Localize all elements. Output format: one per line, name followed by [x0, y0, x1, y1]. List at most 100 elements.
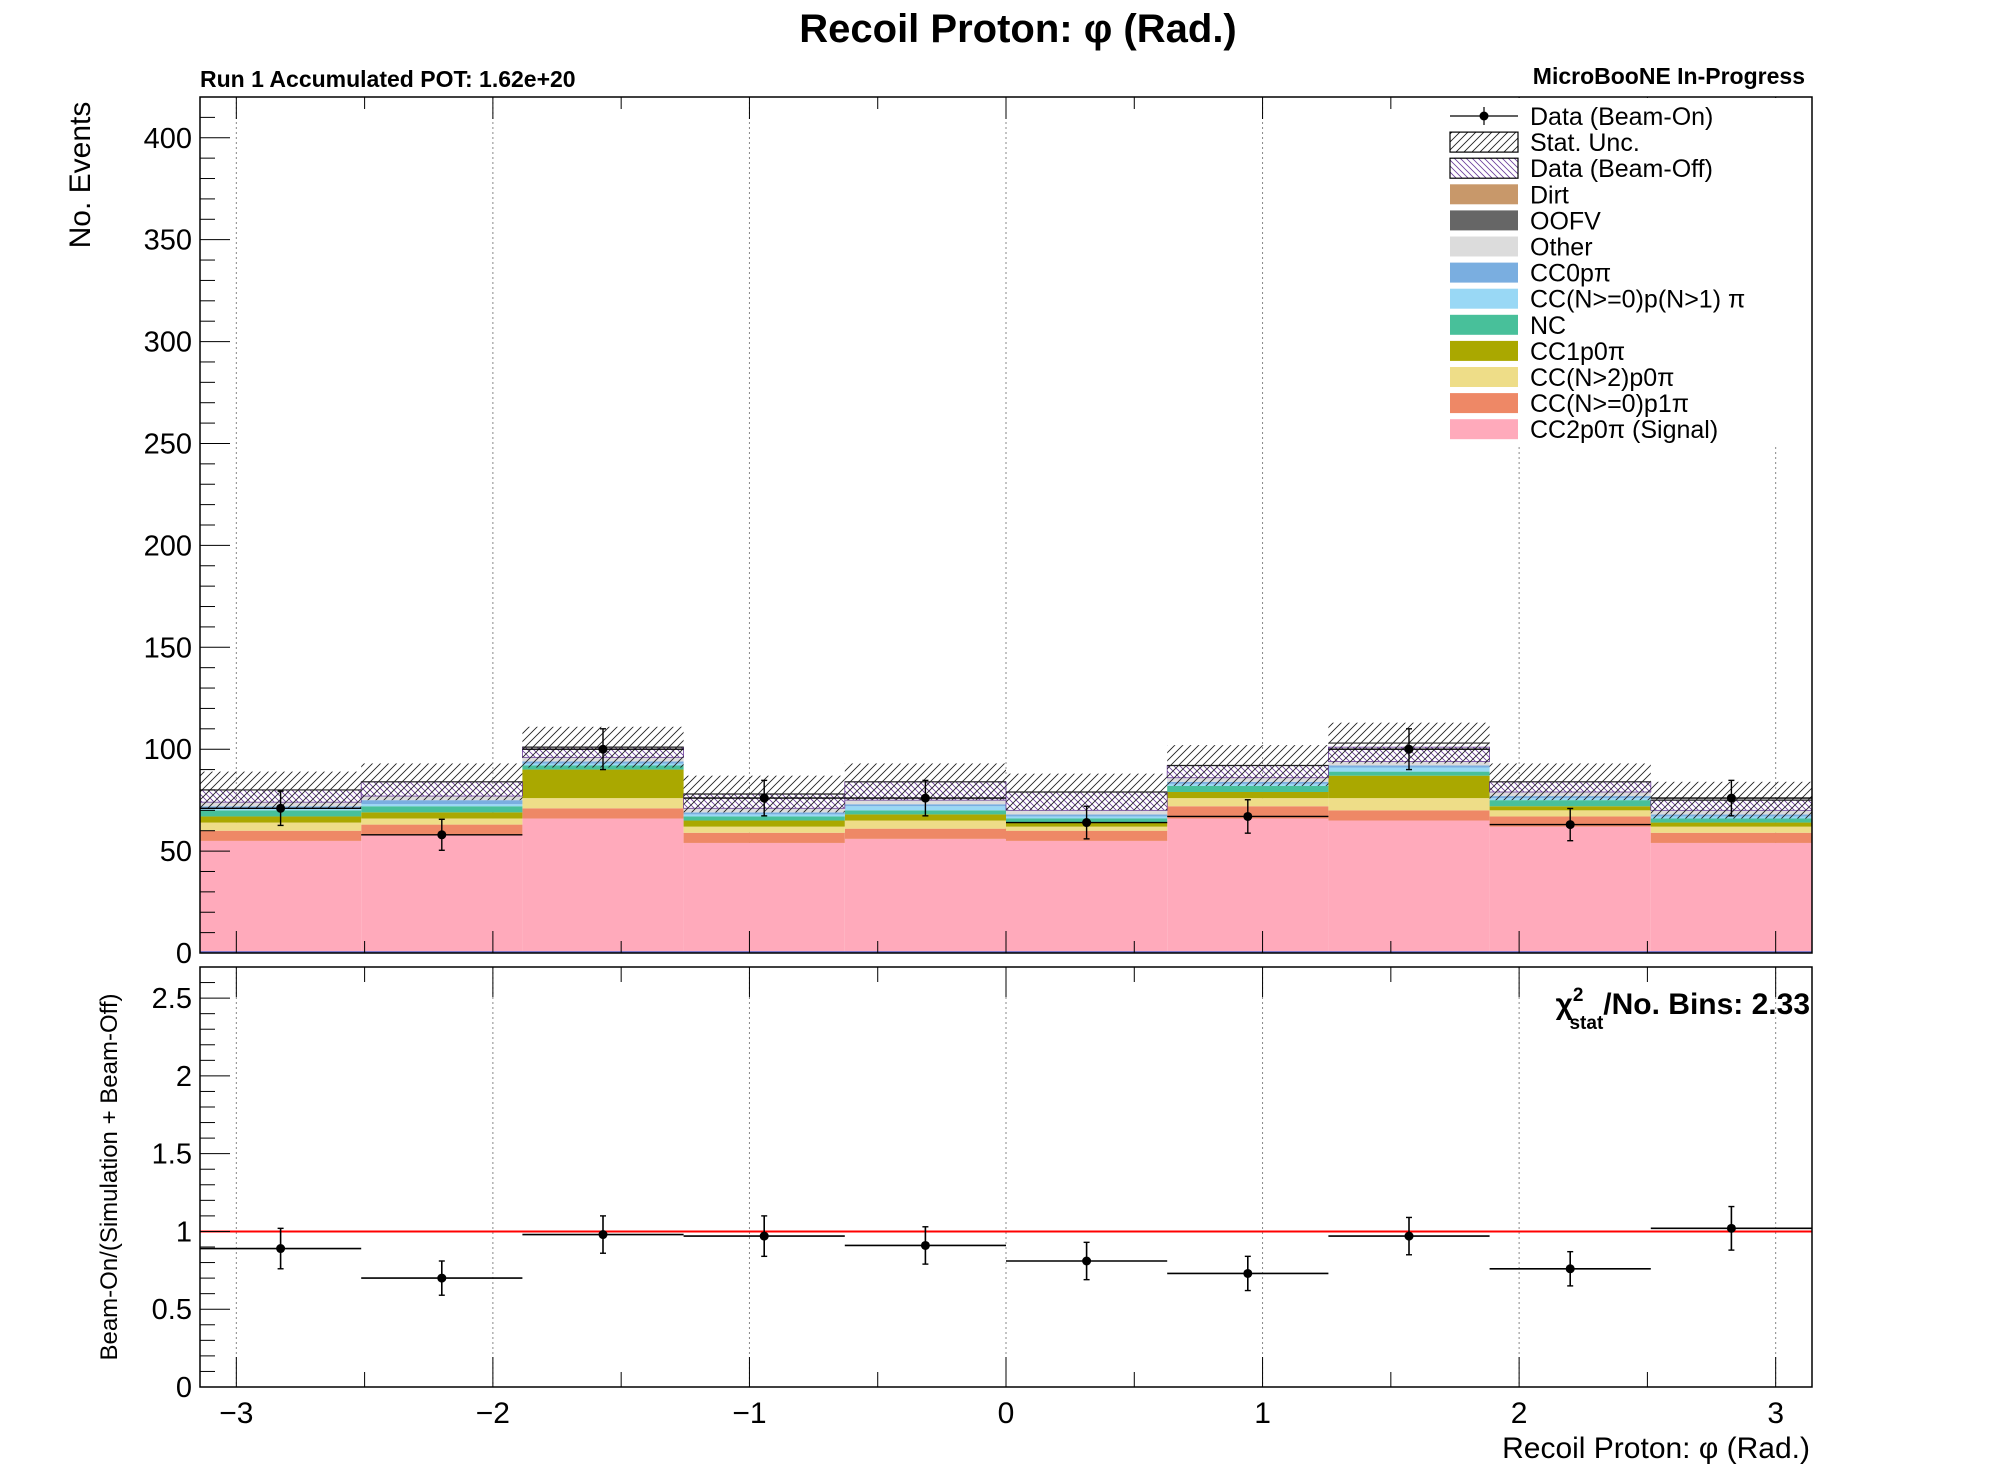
main-ytick-label: 250	[144, 428, 192, 460]
data-point	[598, 744, 608, 754]
stack-bar-ccn2p0pi	[200, 822, 362, 831]
ratio-ytick-label: 0	[176, 1372, 192, 1404]
legend-swatch-signal	[1450, 419, 1518, 440]
stack-bar-signal	[1328, 820, 1490, 953]
legend-label: Data (Beam-On)	[1530, 103, 1713, 131]
legend-swatch-cc0p	[1450, 262, 1518, 283]
stack-bar-cc1p0pi	[1328, 775, 1490, 799]
stack-bar-cc0p	[361, 800, 523, 805]
chi2-subscript: stat	[1569, 1013, 1603, 1034]
legend: Data (Beam-On)Stat. Unc.Data (Beam-Off)D…	[1442, 98, 1810, 446]
main-ytick-label: 300	[144, 327, 192, 359]
stack-bar-signal	[522, 818, 684, 953]
legend-label: CC(N>=0)p1π	[1530, 390, 1689, 418]
stack-bar-signal	[683, 842, 845, 953]
stack-bar-ccn0p1pi	[522, 808, 684, 819]
legend-swatch-ccnp_multi_pi	[1450, 288, 1518, 309]
legend-label: CC(N>=0)p(N>1) π	[1530, 286, 1745, 314]
chi2-text: /No. Bins: 2.33	[1603, 988, 1810, 1021]
ratio-point	[276, 1244, 286, 1254]
stack-bar-ccn0p1pi	[844, 828, 1006, 839]
ratio-point	[920, 1240, 930, 1250]
ratio-xtick-label: 2	[1511, 1397, 1528, 1430]
legend-swatch-other	[1450, 236, 1518, 257]
stack-bar-ccn0p1pi	[200, 830, 362, 841]
ratio-point	[759, 1231, 769, 1241]
legend-swatch-cc1p0pi	[1450, 340, 1518, 361]
ratio-xtick-label: 1	[1254, 1397, 1271, 1430]
data-point	[920, 793, 930, 803]
ratio-ytick-label: 0.5	[152, 1294, 192, 1326]
legend-swatch-ccn2p0pi	[1450, 367, 1518, 387]
ratio-xtick-label: −3	[219, 1397, 253, 1430]
stack-bar-ccn2p0pi	[844, 820, 1006, 829]
ratio-xtick-label: −1	[732, 1397, 766, 1430]
ratio-xtick-label: −2	[476, 1397, 510, 1430]
legend-label: CC(N>2)p0π	[1530, 364, 1674, 392]
stack-bar-signal	[200, 840, 362, 953]
stack-bar-signal	[1489, 826, 1651, 953]
legend-swatch-marker	[1479, 111, 1489, 121]
stack-bar-ccn0p1pi	[683, 832, 845, 843]
stack-bar-ccn0p1pi	[1328, 810, 1490, 821]
data-point	[1404, 744, 1414, 754]
main-ytick-label: 350	[144, 225, 192, 257]
stack-bar-cc1p0pi	[844, 814, 1006, 821]
main-ytick-label: 200	[144, 530, 192, 562]
legend-swatch-nc	[1450, 314, 1518, 335]
stack-bar-signal	[1650, 842, 1812, 953]
stack-bar-ccn0p1pi	[1650, 832, 1812, 843]
legend-swatch-oofv	[1450, 210, 1518, 231]
legend-label: CC2p0π (Signal)	[1530, 416, 1718, 444]
data-point	[1565, 820, 1575, 830]
experiment-label: MicroBooNE In-Progress	[1533, 63, 1805, 89]
data-point	[759, 793, 769, 803]
data-point	[1082, 818, 1092, 828]
ratio-ytick-label: 1	[176, 1216, 192, 1248]
chi2-symbol: χ	[1556, 988, 1574, 1021]
stack-bar-cc1p0pi	[1650, 822, 1812, 827]
ratio-point	[1726, 1223, 1736, 1233]
stack-bar-nc	[1328, 771, 1490, 776]
legend-label: Dirt	[1530, 181, 1569, 209]
chi2-superscript: 2	[1573, 985, 1584, 1006]
ratio-xtick-label: 3	[1767, 1397, 1784, 1430]
ratio-xtick-label: 0	[998, 1397, 1015, 1430]
ratio-point	[1404, 1231, 1414, 1241]
stack-bar-nc	[1167, 785, 1329, 792]
ratio-ytick-label: 1.5	[152, 1139, 192, 1171]
main-ytick-label: 400	[144, 123, 192, 155]
stack-bar-ccn2p0pi	[1650, 826, 1812, 833]
legend-label: CC0pπ	[1530, 260, 1611, 288]
main-ytick-label: 50	[160, 836, 192, 868]
ratio-ylabel: Beam-On/(Simulation + Beam-Off)	[96, 993, 123, 1360]
ratio-point	[1082, 1256, 1092, 1266]
stack-bar-signal	[844, 838, 1006, 953]
legend-swatch-hatch-purple	[1449, 157, 1519, 179]
stack-bar-nc	[361, 806, 523, 813]
stack-bar-nc	[683, 816, 845, 821]
main-ylabel: No. Events	[64, 102, 97, 249]
run-label: Run 1 Accumulated POT: 1.62e+20	[200, 66, 576, 92]
ratio-point	[598, 1230, 608, 1240]
stack-bar-nc	[1650, 818, 1812, 823]
legend-label: NC	[1530, 312, 1566, 340]
ratio-ytick-label: 2.5	[152, 983, 192, 1015]
data-point	[1243, 811, 1253, 821]
stack-bar-cc1p0pi	[683, 820, 845, 827]
legend-label: CC1p0π	[1530, 338, 1625, 366]
stack-bar-ccn2p0pi	[1328, 798, 1490, 811]
stack-bar-signal	[1006, 840, 1168, 953]
main-ytick-label: 0	[176, 938, 192, 970]
ratio-point	[1243, 1268, 1253, 1278]
main-ytick-label: 100	[144, 734, 192, 766]
stack-bar-cc1p0pi	[1167, 791, 1329, 799]
ratio-point	[1565, 1264, 1575, 1274]
legend-label: OOFV	[1530, 207, 1601, 235]
stack-bar-cc1p0pi	[522, 769, 684, 799]
legend-swatch-dirt	[1450, 184, 1518, 205]
chart-title: Recoil Proton: φ (Rad.)	[799, 7, 1237, 51]
